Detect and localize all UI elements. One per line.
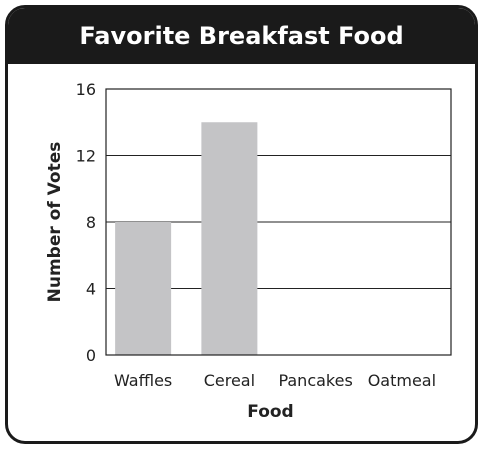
- y-tick-label: 0: [86, 346, 96, 365]
- bar-waffles: [115, 222, 172, 355]
- chart-title: Favorite Breakfast Food: [8, 8, 475, 64]
- plot-area: [105, 88, 452, 356]
- x-tick-label-oatmeal: Oatmeal: [368, 371, 436, 390]
- y-tick-label: 12: [76, 147, 96, 166]
- x-tick-labels: Waffles Cereal Pancakes Oatmeal: [114, 371, 436, 390]
- bar-cereal: [201, 122, 258, 355]
- x-axis-title: Food: [247, 402, 293, 422]
- chart-frame: Favorite Breakfast Food: [5, 5, 478, 444]
- x-tick-label-cereal: Cereal: [204, 371, 255, 390]
- y-tick-label: 16: [76, 80, 96, 99]
- x-tick-label-waffles: Waffles: [114, 371, 172, 390]
- y-tick-labels: 0 4 8 12 16: [76, 80, 96, 365]
- y-axis-title: Number of Votes: [45, 142, 65, 303]
- bars: [115, 122, 258, 355]
- y-tick-label: 8: [86, 213, 96, 232]
- y-tick-label: 4: [86, 280, 96, 299]
- x-tick-label-pancakes: Pancakes: [278, 371, 352, 390]
